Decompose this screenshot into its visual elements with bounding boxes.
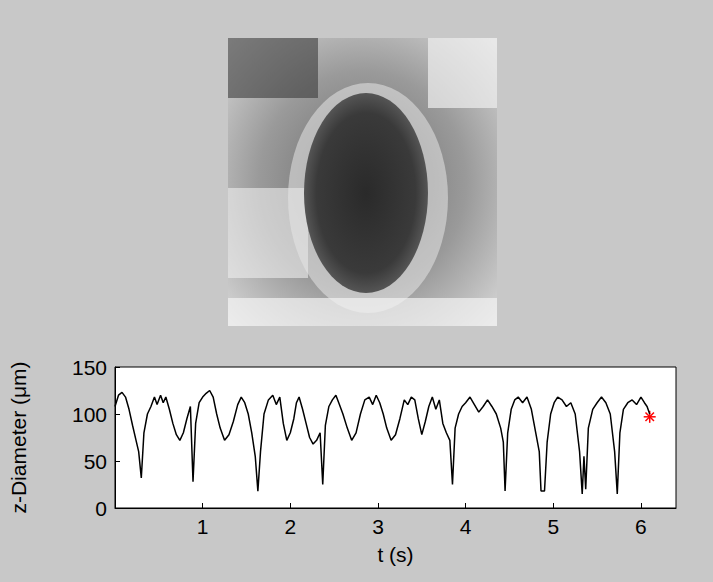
svg-text:1: 1 <box>197 515 209 538</box>
svg-text:4: 4 <box>460 515 472 538</box>
svg-text:z-Diameter (μm): z-Diameter (μm) <box>7 361 30 513</box>
svg-text:6: 6 <box>635 515 647 538</box>
svg-text:100: 100 <box>72 403 107 426</box>
svg-text:2: 2 <box>284 515 296 538</box>
svg-text:3: 3 <box>372 515 384 538</box>
svg-text:0: 0 <box>95 497 107 520</box>
svg-text:150: 150 <box>72 356 107 379</box>
svg-text:t (s): t (s) <box>377 543 413 566</box>
svg-text:5: 5 <box>547 515 559 538</box>
svg-text:50: 50 <box>84 450 107 473</box>
